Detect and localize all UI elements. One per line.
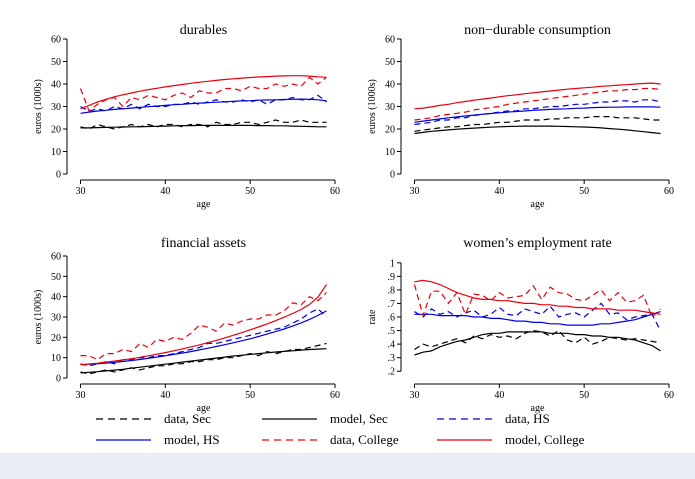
series-line	[414, 311, 661, 326]
y-tick-label: 50	[51, 272, 61, 283]
legend-label: data, HS	[505, 411, 550, 426]
series-line	[80, 75, 327, 110]
legend-label: data, College	[330, 432, 399, 447]
y-axis-label: euros (1000s)	[367, 79, 378, 134]
panel-1: durables 0 10 20 30 40 50 60 euros (1000s) 30 40 50…	[33, 23, 340, 210]
y-tick-label: 40	[51, 292, 61, 303]
x-axis-label: age	[531, 199, 545, 210]
y-axis-label: euros (1000s)	[33, 290, 44, 345]
x-tick-label: 60	[330, 390, 340, 401]
series-line	[414, 302, 662, 331]
legend: data, Sec model, Sec data, HS model, HS data…	[96, 411, 585, 447]
y-tick-label: 20	[385, 125, 395, 136]
y-tick-label: .6	[388, 313, 396, 324]
series-line	[413, 284, 661, 319]
panel-3: financial assets 0 10 20 30 40 50 60 euros (1000…	[33, 236, 340, 414]
x-tick-label: 30	[75, 186, 85, 197]
series-line	[414, 125, 661, 135]
y-tick-label: 10	[385, 147, 395, 158]
series-line	[80, 98, 327, 114]
y-tick-label: 1	[390, 258, 395, 269]
series-line	[414, 82, 661, 110]
y-tick-label: 50	[385, 57, 395, 68]
legend-label: model, HS	[164, 432, 220, 447]
y-tick-label: 0	[390, 170, 395, 181]
y-tick-label: 50	[51, 57, 61, 68]
series-line	[80, 292, 327, 361]
series-line	[80, 308, 327, 367]
x-tick-label: 60	[664, 186, 674, 197]
y-tick-label: 20	[51, 125, 61, 136]
y-tick-label: 40	[385, 80, 395, 91]
y-tick-label: .9	[388, 272, 396, 283]
x-tick-label: 50	[245, 390, 255, 401]
x-tick-label: 60	[330, 186, 340, 197]
x-axis-label: age	[531, 403, 545, 414]
y-tick-label: .8	[388, 285, 396, 296]
y-tick-label: 0	[56, 374, 61, 385]
x-axis-label: age	[197, 403, 211, 414]
legend-label: data, Sec	[164, 411, 211, 426]
y-tick-label: 30	[51, 313, 61, 324]
x-tick-label: 50	[579, 186, 589, 197]
x-axis-label: age	[197, 199, 211, 210]
series-line	[79, 76, 327, 112]
series-line	[80, 284, 327, 366]
y-tick-label: 60	[51, 35, 61, 46]
panel-title: durables	[180, 23, 227, 38]
y-tick-label: 20	[51, 333, 61, 344]
y-tick-label: .3	[388, 353, 396, 364]
legend-label: model, Sec	[330, 411, 388, 426]
x-tick-label: 40	[160, 390, 170, 401]
series-line	[414, 279, 661, 315]
panel-4: women’s employment rate .2 .3 .4 .5 .6 .7 .8 .9 1…	[367, 236, 674, 414]
y-tick-label: 10	[51, 353, 61, 364]
series-line	[80, 124, 327, 129]
y-tick-label: 0	[56, 170, 61, 181]
series-line	[80, 310, 327, 366]
y-tick-label: .2	[388, 367, 396, 378]
series-line	[414, 99, 661, 126]
y-tick-label: .7	[388, 299, 396, 310]
x-tick-label: 50	[579, 390, 589, 401]
series-line	[80, 348, 327, 374]
x-tick-label: 60	[664, 390, 674, 401]
y-tick-label: .4	[388, 340, 396, 351]
y-axis-label: euros (1000s)	[33, 79, 44, 134]
series-line	[414, 87, 661, 121]
y-tick-label: 60	[51, 252, 61, 263]
y-tick-label: 30	[385, 102, 395, 113]
y-tick-label: .5	[388, 326, 396, 337]
x-tick-label: 40	[494, 186, 504, 197]
series-line	[414, 106, 661, 123]
series-line	[414, 331, 661, 356]
y-tick-label: 30	[51, 102, 61, 113]
panel-title: women’s employment rate	[463, 236, 612, 251]
y-tick-label: 60	[385, 35, 395, 46]
bottom-strip	[0, 453, 695, 479]
legend-label: model, College	[505, 432, 585, 447]
panel-title: financial assets	[161, 236, 246, 251]
y-axis-label: rate	[367, 309, 378, 325]
x-tick-label: 50	[245, 186, 255, 197]
series-line	[414, 115, 661, 132]
panel-2: non−durable consumption 0 10 20 30 40 50 60 euro…	[367, 23, 674, 210]
series-line	[414, 329, 661, 351]
x-tick-label: 30	[409, 186, 419, 197]
x-tick-label: 30	[409, 390, 419, 401]
x-tick-label: 30	[75, 390, 85, 401]
x-tick-label: 40	[160, 186, 170, 197]
y-tick-label: 10	[51, 147, 61, 158]
x-tick-label: 40	[494, 390, 504, 401]
y-tick-label: 40	[51, 80, 61, 91]
panel-title: non−durable consumption	[464, 23, 611, 38]
